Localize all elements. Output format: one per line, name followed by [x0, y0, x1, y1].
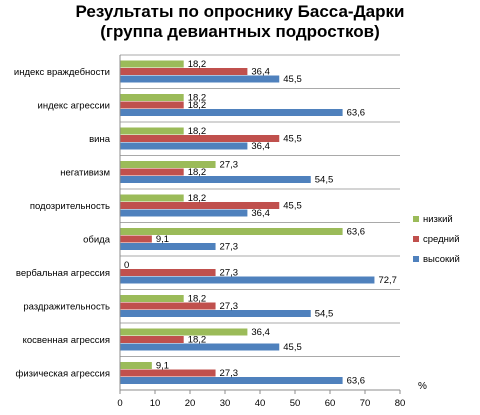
category-label: раздражительность: [23, 301, 110, 312]
legend-swatch: [413, 256, 419, 262]
data-label: 45,5: [283, 201, 302, 212]
bar: [120, 60, 184, 68]
data-label: 27,3: [220, 301, 239, 312]
category-label: обида: [83, 234, 111, 245]
data-label: 18,2: [188, 93, 207, 104]
data-label: 54,5: [315, 175, 334, 186]
bar: [120, 94, 184, 101]
x-tick-label: 20: [185, 398, 196, 409]
category-label: косвенная агрессия: [23, 335, 110, 346]
x-tick-label: 40: [255, 398, 266, 409]
bar: [120, 142, 248, 150]
category-label: подозрительность: [30, 201, 110, 212]
x-tick-label: 70: [360, 398, 371, 409]
data-label: 18,2: [188, 126, 207, 137]
bar: [120, 202, 280, 209]
bar: [120, 369, 216, 377]
legend-swatch: [413, 216, 419, 222]
data-label: 27,3: [220, 160, 239, 171]
bar: [120, 343, 280, 351]
category-label: физическая агрессия: [16, 368, 110, 379]
data-label: 54,5: [315, 309, 334, 320]
bar: [120, 276, 375, 284]
bar: [120, 235, 152, 243]
data-label: 63,6: [347, 376, 366, 387]
data-label: 45,5: [283, 342, 302, 353]
x-tick-labels: 0 10 20 30 40 50 60 70 80: [117, 390, 405, 409]
data-label: 9,1: [156, 234, 169, 245]
data-label: 63,6: [347, 227, 366, 238]
chart-title: Результаты по опроснику Басса-Дарки (гру…: [0, 2, 480, 42]
bar: [120, 101, 184, 109]
bar: [120, 302, 216, 310]
bar: [120, 310, 311, 317]
data-label: 18,2: [188, 335, 207, 346]
bar: [120, 228, 343, 235]
category-label: индекс враждебности: [14, 67, 110, 78]
bar: [120, 243, 216, 250]
category-label: вина: [89, 134, 111, 145]
data-label: 45,5: [283, 134, 302, 145]
bar: [120, 135, 280, 142]
data-label: 36,4: [251, 67, 270, 78]
x-tick-label: 30: [220, 398, 231, 409]
bar: [120, 194, 184, 202]
category-label: индекс агрессии: [38, 100, 110, 111]
data-label: 18,2: [188, 294, 207, 305]
data-label: 36,4: [251, 141, 270, 152]
bar: [120, 377, 343, 384]
data-label: 0: [124, 260, 129, 271]
bars: [120, 60, 375, 384]
data-label: 63,6: [347, 108, 366, 119]
bar: [120, 109, 343, 116]
x-tick-label: 10: [150, 398, 161, 409]
legend-swatch: [413, 236, 419, 242]
data-label: 18,2: [188, 167, 207, 178]
x-tick-label: 80: [395, 398, 406, 409]
bar: [120, 328, 248, 336]
x-tick-label: 0: [117, 398, 122, 409]
bar: [120, 209, 248, 217]
data-label: 36,4: [251, 327, 270, 338]
chart-title-line-1: Результаты по опроснику Басса-Дарки: [75, 2, 405, 21]
data-label: 27,3: [220, 368, 239, 379]
category-label: негативизм: [60, 167, 110, 178]
legend-label: средний: [423, 234, 460, 245]
data-label: 36,4: [251, 208, 270, 219]
data-label: 18,2: [188, 193, 207, 204]
legend: низкий средний высокий: [413, 214, 460, 265]
chart-title-line-2: (группа девиантных подростков): [100, 22, 380, 41]
data-label: 18,2: [188, 100, 207, 111]
data-label: 9,1: [156, 361, 169, 372]
x-tick-label: 60: [325, 398, 336, 409]
x-tick-label: 50: [290, 398, 301, 409]
x-unit-label: %: [418, 381, 427, 392]
category-labels: индекс враждебности индекс агрессии вина не…: [14, 67, 111, 380]
category-label: вербальная агрессия: [16, 268, 110, 279]
bar: [120, 161, 216, 168]
legend-label: высокий: [423, 254, 460, 265]
bar: [120, 68, 248, 75]
data-labels: 18,236,445,518,218,263,618,245,536,427,3…: [124, 59, 397, 387]
data-label: 72,7: [378, 275, 397, 286]
bar: [120, 295, 184, 302]
data-label: 27,3: [220, 242, 239, 253]
bar: [120, 168, 184, 176]
bar: [120, 336, 184, 343]
legend-label: низкий: [423, 214, 453, 225]
data-label: 27,3: [220, 268, 239, 279]
bar: [120, 362, 152, 369]
data-label: 18,2: [188, 59, 207, 70]
data-label: 45,5: [283, 74, 302, 85]
bar: [120, 176, 311, 183]
bar: [120, 127, 184, 135]
bar: [120, 75, 280, 83]
bar: [120, 269, 216, 276]
